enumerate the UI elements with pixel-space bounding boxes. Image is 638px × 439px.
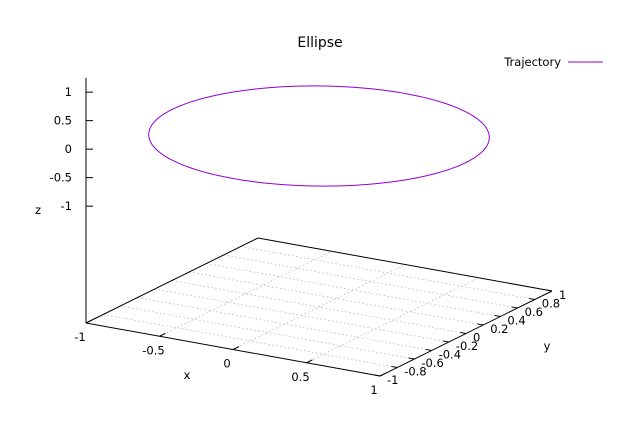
grid-line-y bbox=[240, 246, 535, 300]
y-tick-label: 0.4 bbox=[507, 314, 525, 328]
x-tick-label: -1 bbox=[74, 330, 85, 344]
y-tick bbox=[511, 306, 518, 309]
y-tick bbox=[442, 340, 449, 343]
grid-line-y bbox=[171, 280, 467, 334]
axis-ticks: -1-0.500.51-1-0.8-0.6-0.4-0.200.20.40.60… bbox=[50, 85, 567, 397]
grid-line-y bbox=[154, 288, 449, 343]
series-trajectory bbox=[148, 85, 490, 187]
x-tick-label: -0.5 bbox=[142, 343, 164, 357]
y-tick bbox=[391, 365, 398, 368]
y-tick-label: -0.6 bbox=[421, 356, 443, 370]
y-axis-label: y bbox=[544, 339, 551, 353]
x-tick-label: 0.5 bbox=[291, 370, 309, 384]
y-tick-label: -1 bbox=[387, 373, 398, 387]
grid-line-y bbox=[223, 254, 518, 309]
y-tick bbox=[528, 297, 535, 300]
chart-legend: Trajectory bbox=[503, 55, 603, 69]
y-tick-label: 1 bbox=[559, 288, 566, 302]
floor-left-edge bbox=[85, 237, 259, 324]
y-tick bbox=[408, 357, 415, 360]
x-tick-label: 1 bbox=[370, 383, 377, 397]
z-tick-label: -1 bbox=[61, 199, 72, 213]
grid-line-y bbox=[189, 271, 484, 326]
y-tick bbox=[374, 374, 381, 377]
y-tick-label: 0 bbox=[473, 331, 480, 345]
grid-line-y bbox=[120, 305, 415, 360]
floor-back-edge bbox=[257, 237, 553, 292]
y-tick-label: 0.2 bbox=[490, 322, 508, 336]
x-tick-label: 0 bbox=[223, 357, 230, 371]
y-tick bbox=[477, 323, 484, 326]
y-tick-label: 0.8 bbox=[542, 297, 560, 311]
x-tick bbox=[306, 359, 313, 364]
x-axis-label: x bbox=[184, 368, 191, 382]
grid-line-y bbox=[103, 314, 398, 368]
chart-title: Ellipse bbox=[297, 35, 342, 51]
z-tick-label: 0 bbox=[65, 142, 72, 156]
x-tick bbox=[159, 332, 166, 337]
z-tick-label: 1 bbox=[65, 85, 72, 99]
z-axis-label: z bbox=[35, 203, 41, 217]
grid-line-x bbox=[159, 250, 332, 337]
y-tick-label: 0.6 bbox=[525, 305, 543, 319]
x-tick bbox=[379, 372, 387, 377]
y-tick bbox=[460, 331, 467, 334]
z-tick-label: -0.5 bbox=[50, 171, 72, 185]
grid-line-y bbox=[137, 297, 432, 351]
series-layer bbox=[148, 85, 490, 187]
y-tick-label: -0.2 bbox=[456, 339, 478, 353]
y-tick bbox=[546, 289, 553, 292]
y-tick-label: -0.8 bbox=[404, 365, 426, 379]
y-tick-label: -0.4 bbox=[439, 348, 461, 362]
legend-label-trajectory: Trajectory bbox=[503, 55, 561, 69]
grid-line-y bbox=[206, 263, 501, 317]
y-tick bbox=[494, 314, 501, 317]
y-tick bbox=[425, 348, 432, 351]
x-tick bbox=[85, 319, 93, 324]
x-tick bbox=[232, 346, 240, 350]
z-tick-label: 0.5 bbox=[54, 114, 72, 128]
